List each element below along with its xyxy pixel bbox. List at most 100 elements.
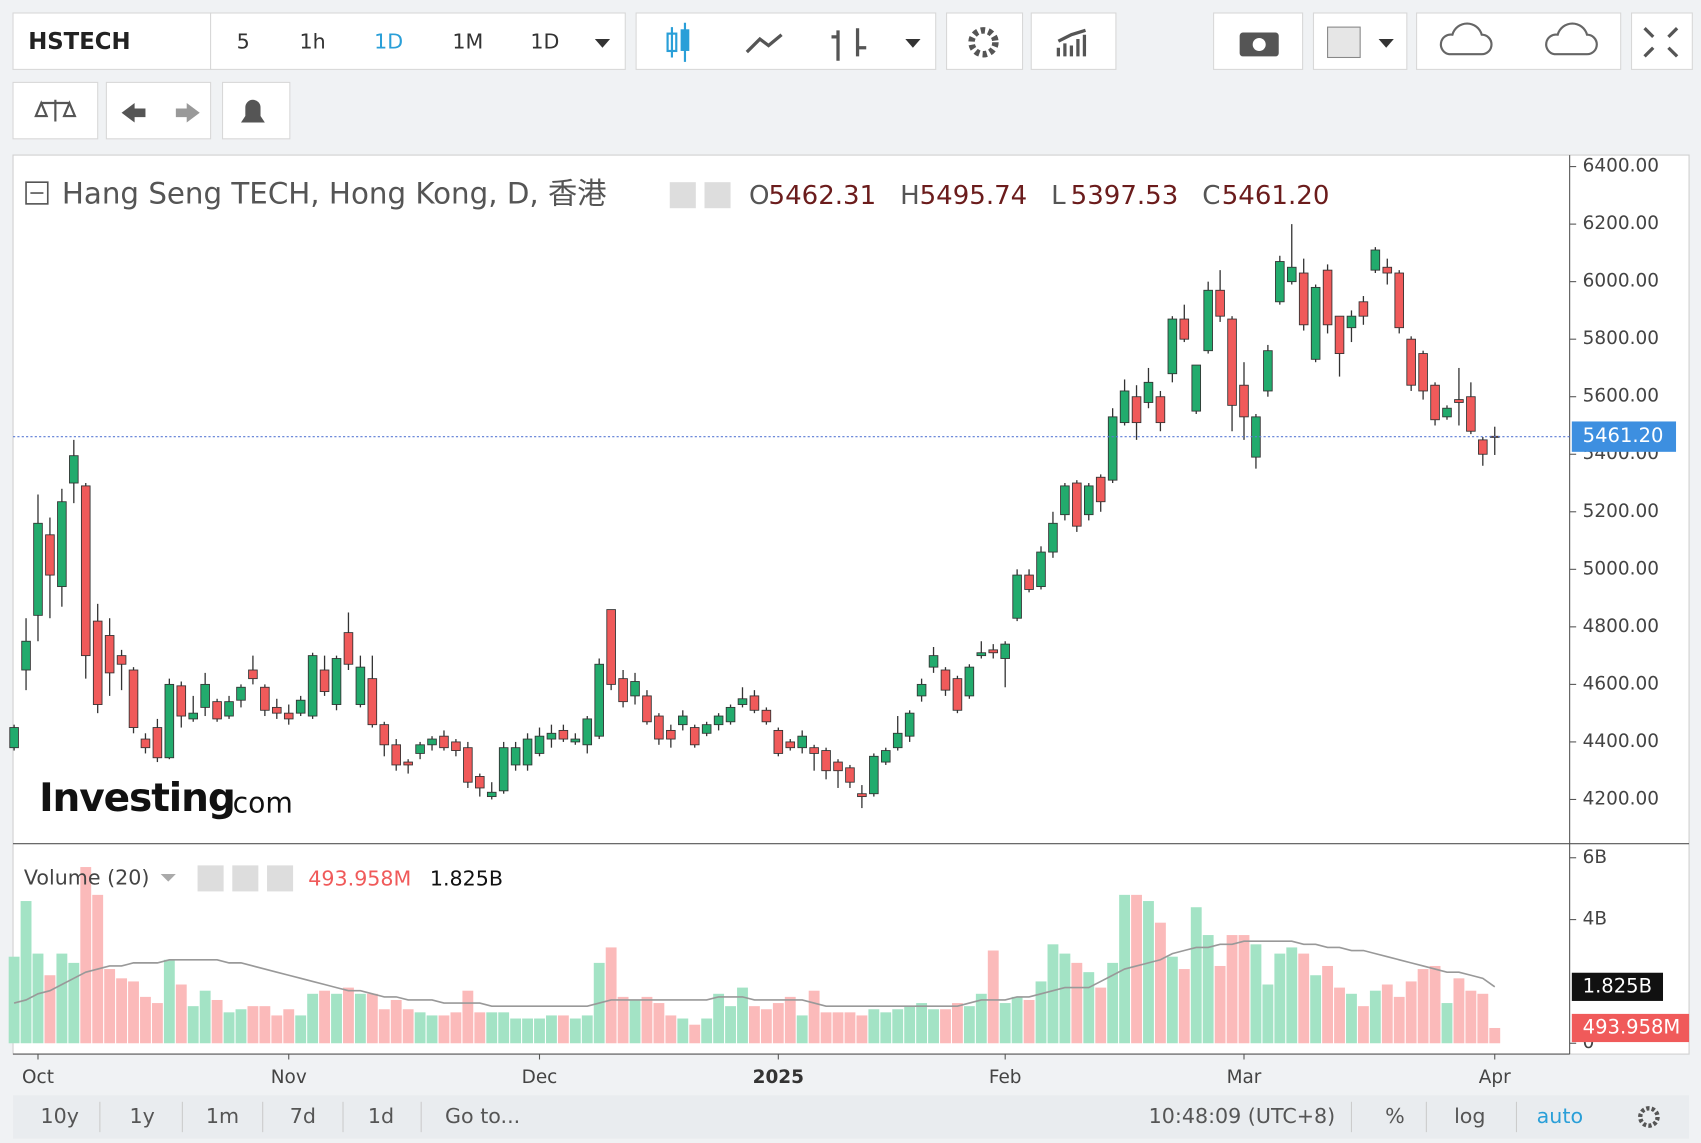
dropdown[interactable] bbox=[905, 39, 921, 48]
volume-bar bbox=[581, 1015, 593, 1044]
scale-option[interactable]: log bbox=[1454, 1104, 1485, 1128]
candle-body bbox=[475, 776, 485, 789]
candle-body bbox=[69, 455, 79, 484]
candle-body bbox=[212, 701, 222, 720]
candle-body bbox=[904, 712, 915, 737]
volume-bar bbox=[104, 969, 116, 1044]
candle-body bbox=[582, 718, 593, 746]
interval[interactable]: 1M bbox=[452, 29, 483, 53]
interval[interactable]: 1D bbox=[374, 29, 403, 53]
interval[interactable]: 1h bbox=[300, 29, 326, 53]
candle-body bbox=[379, 724, 390, 746]
cloud-save-icon[interactable] bbox=[1545, 22, 1598, 56]
legend-value: 5461.20 bbox=[1222, 181, 1330, 211]
volume-bar bbox=[1477, 993, 1489, 1044]
interval[interactable]: 5 bbox=[237, 29, 250, 53]
candle-body bbox=[618, 678, 628, 703]
scale-option[interactable]: % bbox=[1385, 1104, 1405, 1128]
candle-body bbox=[797, 735, 807, 749]
volume-bar bbox=[725, 1006, 736, 1044]
candle-body bbox=[9, 727, 19, 749]
candle-body bbox=[1346, 315, 1357, 329]
range-button[interactable]: 10y bbox=[40, 1104, 78, 1128]
volume-ma-line bbox=[13, 940, 1496, 1007]
legend-key: L bbox=[1051, 181, 1066, 211]
range-button[interactable]: 1y bbox=[130, 1104, 155, 1128]
symbol-box[interactable] bbox=[12, 12, 212, 70]
volume-bar bbox=[1429, 965, 1441, 1044]
candle-body bbox=[272, 706, 282, 714]
settings-icon[interactable] bbox=[1638, 1106, 1660, 1128]
bar-icon[interactable] bbox=[831, 28, 867, 61]
volume-bar bbox=[1011, 996, 1023, 1044]
volume-ma-value: 1.825B bbox=[430, 866, 503, 890]
legend-value: 5397.53 bbox=[1071, 181, 1179, 211]
range-button[interactable]: 1d bbox=[368, 1104, 394, 1128]
volume-tick-label: 0 bbox=[1583, 1032, 1595, 1053]
candle-body bbox=[1119, 390, 1130, 424]
candle-body bbox=[1298, 272, 1309, 326]
volume-bar bbox=[295, 1015, 307, 1044]
candle-body bbox=[1167, 318, 1178, 375]
collapse-icon[interactable] bbox=[25, 181, 49, 205]
candle-body bbox=[1072, 482, 1082, 527]
volume-tick-label: 4B bbox=[1583, 909, 1607, 930]
close-icon[interactable] bbox=[267, 865, 294, 892]
candle-body bbox=[988, 649, 999, 654]
candle-body bbox=[1048, 522, 1058, 553]
x-tick-label: Mar bbox=[1227, 1067, 1262, 1088]
candle-body bbox=[415, 744, 425, 754]
candle-body bbox=[833, 761, 843, 772]
line-icon[interactable] bbox=[745, 33, 783, 54]
candle-body bbox=[1060, 485, 1070, 516]
last-price-box bbox=[1571, 421, 1677, 452]
y-tick-label: 4200.00 bbox=[1583, 788, 1659, 809]
volume-bar bbox=[390, 999, 402, 1044]
candle-body bbox=[486, 791, 497, 798]
volume-bar bbox=[1405, 981, 1417, 1044]
volume-bar bbox=[68, 962, 80, 1044]
candle-body bbox=[427, 738, 437, 746]
candle-body bbox=[510, 747, 521, 766]
legend-key: C bbox=[1202, 181, 1220, 211]
candle-body bbox=[701, 724, 712, 734]
candle-body bbox=[391, 744, 401, 766]
scale-option[interactable]: auto bbox=[1537, 1104, 1583, 1128]
dropdown[interactable] bbox=[160, 874, 176, 882]
settings-button[interactable] bbox=[946, 12, 1024, 70]
dropdown[interactable] bbox=[594, 39, 611, 48]
candle-icon bbox=[666, 32, 678, 53]
fullscreen-button[interactable] bbox=[1630, 12, 1693, 70]
bottom-controls: 10y 1y 1m 7d 1d Go to... 10:48:09 (UTC+8)% log a… bbox=[40, 1101, 1660, 1133]
indicators-icon bbox=[1056, 28, 1087, 57]
compare-button[interactable] bbox=[12, 81, 99, 140]
candle-body bbox=[1382, 266, 1393, 274]
cloud-load-icon[interactable] bbox=[1439, 22, 1493, 56]
volume-bar bbox=[1035, 981, 1047, 1044]
candle-body bbox=[1334, 315, 1345, 355]
candle-body bbox=[21, 640, 31, 671]
eye-icon[interactable] bbox=[197, 865, 224, 892]
volume-value: 493.958M bbox=[308, 866, 411, 890]
dropdown[interactable] bbox=[1378, 39, 1394, 48]
indicators-button[interactable] bbox=[1030, 12, 1117, 70]
volume-bar bbox=[1059, 953, 1071, 1044]
range-button[interactable]: 1m bbox=[206, 1104, 239, 1128]
candle-body bbox=[57, 501, 67, 588]
candle-body bbox=[1083, 485, 1094, 516]
volume-bar bbox=[892, 1009, 904, 1044]
candle-body bbox=[976, 652, 987, 657]
y-tick-label: 4800.00 bbox=[1583, 616, 1659, 637]
undo-icon[interactable] bbox=[121, 103, 146, 123]
interval[interactable]: 1D bbox=[530, 29, 559, 53]
ma-label: 1.825B bbox=[1583, 974, 1652, 997]
candle-body bbox=[1191, 364, 1202, 412]
range-button[interactable]: 7d bbox=[290, 1104, 316, 1128]
redo-icon[interactable] bbox=[175, 103, 200, 123]
candle-body bbox=[116, 655, 127, 665]
goto-button[interactable]: Go to... bbox=[445, 1104, 520, 1128]
volume-bar bbox=[1083, 972, 1095, 1044]
gear-icon[interactable] bbox=[232, 865, 259, 892]
candle-body bbox=[570, 738, 581, 743]
candle-body bbox=[1012, 574, 1022, 619]
